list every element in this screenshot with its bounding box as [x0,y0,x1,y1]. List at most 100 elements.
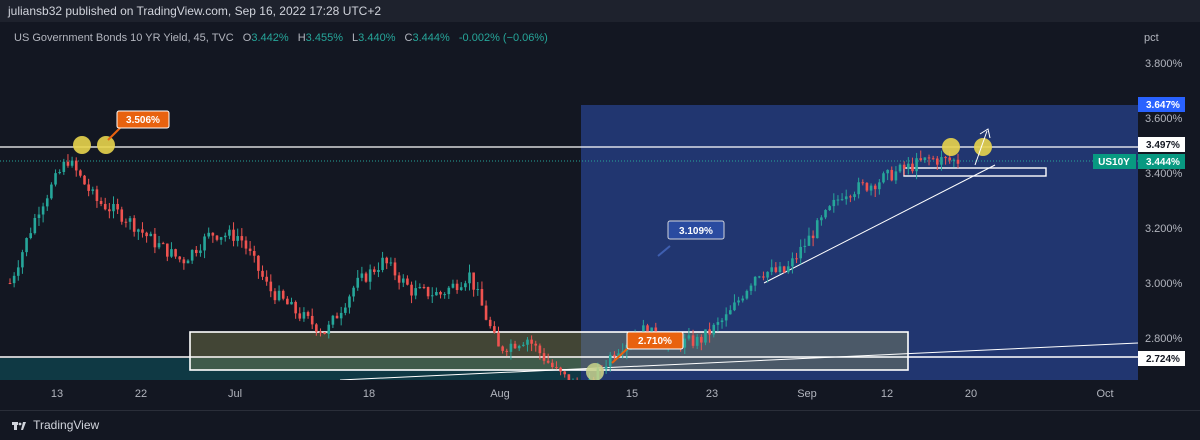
candle-body [807,235,811,246]
open-value: 3.442% [251,32,289,44]
symbol-tag [1093,154,1136,169]
candle-body [207,232,211,237]
candle-body [443,294,446,296]
candle-body [567,374,571,384]
candle-body [642,325,645,337]
candle-body [265,276,268,282]
candle-body [530,339,533,344]
candle-body [840,199,844,201]
candle-body [733,302,736,311]
candle-body [613,354,616,357]
candle-body [919,158,923,161]
candle-body [766,271,769,278]
candle-body [691,335,695,346]
candle-body [315,324,318,332]
candle-body [372,269,376,272]
candle-body [844,196,848,200]
footer-brand: TradingView [33,418,100,432]
change-value: -0.002% (−0.06%) [458,32,548,44]
candle-body [952,159,956,161]
candle-body [99,200,103,204]
top-box-tag [1138,97,1185,112]
candle-body [277,290,281,301]
candle-body [12,275,16,284]
candle-body [331,315,335,325]
candle-body [894,171,898,181]
candle-body [774,267,778,272]
resistance-tag-text: 3.497% [1146,140,1180,151]
candle-body [803,245,807,247]
candle-body [393,262,397,276]
candle-body [410,284,413,296]
candle-body [91,189,95,191]
uptrend-line [763,164,996,284]
candle-body [298,313,302,319]
candle-body [145,232,148,237]
candle-body [236,236,239,241]
projection-arrow [974,130,988,166]
long-trendline [339,342,1139,381]
low-callout-text: 2.710% [638,336,672,347]
high-callout: 3.506% [107,110,170,141]
candle-body [240,236,244,241]
candle-body [911,163,914,172]
candle-body [563,371,567,375]
candle-body [310,315,314,325]
candle-body [724,314,728,321]
candle-body [37,214,41,218]
candle-body [339,312,343,319]
candle-body [116,204,119,210]
candle-body [786,266,790,273]
candle-body [459,287,463,291]
marker-low [586,363,604,381]
candle-body [103,203,107,210]
candle-body [190,249,194,261]
candle-body [319,331,322,333]
time-tick-8: 12 [881,388,893,400]
candle-body [795,258,798,260]
candle-body [869,185,873,191]
candle-body [791,258,794,267]
time-tick-7: Sep [797,388,817,400]
close-value: 3.444% [412,32,450,44]
candle-body [21,252,24,268]
candle-body [157,243,161,248]
candle-body [873,185,877,190]
candle-body [215,235,219,240]
price-axis-unit: pct [1144,32,1159,44]
candle-body [108,209,111,212]
chart-area[interactable]: 3.506% 2.710% 3.109% pct 3.800% 3.600% 3… [0,22,1200,410]
candle-body [79,170,82,176]
candle-body [244,240,248,249]
candle-body [323,332,326,334]
candle-body [555,367,558,369]
candle-body [422,286,426,288]
candle-body [397,275,401,283]
candle-body [8,283,12,284]
candle-body [824,210,827,218]
candle-body [269,281,273,292]
time-tick-1: 22 [135,388,147,400]
candle-body [281,290,285,299]
low-callout: 2.710% [611,331,684,364]
candle-body [87,184,90,191]
candle-body [286,298,289,305]
candle-body [302,312,306,319]
candle-body [170,249,173,257]
candle-body [683,338,687,348]
time-tick-0: 13 [51,388,63,400]
candle-body [33,217,37,234]
time-tick-10: Oct [1096,388,1113,400]
candle-body [29,233,32,239]
candle-body [364,273,368,282]
candle-body [406,278,409,285]
candle-body [865,182,869,191]
candle-body [551,362,554,368]
candle-body [915,158,918,172]
candle-body [948,157,952,161]
symbol-title: US Government Bonds 10 YR Yield, 45, TVC [14,32,234,44]
candle-body [480,289,484,306]
candle-body [820,217,823,221]
candle-body [468,272,471,284]
candle-body [493,326,496,333]
